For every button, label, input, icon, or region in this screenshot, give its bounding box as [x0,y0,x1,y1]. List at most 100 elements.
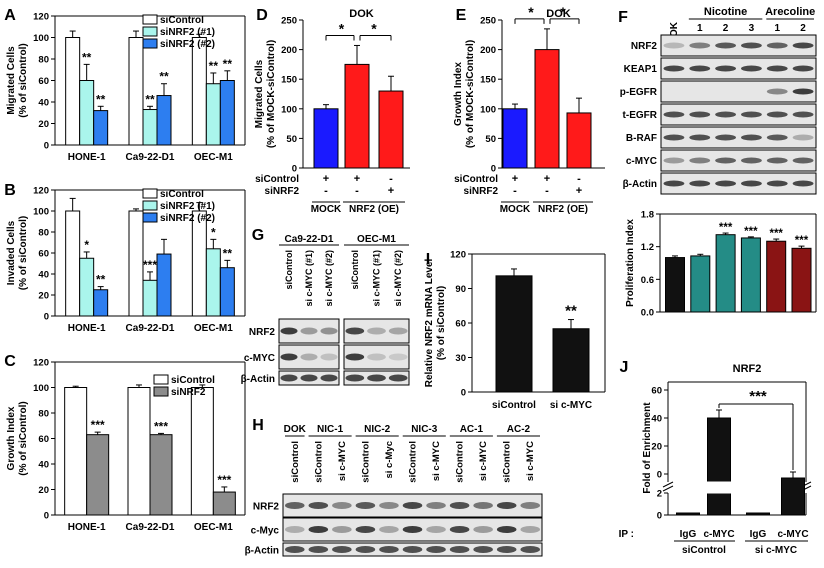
panel-F-significance: *** [744,226,758,238]
panel-F-ylabel: Proliferation Index [625,219,636,307]
blot-F-row-label: KEAP1 [624,64,658,75]
panel-B-tick-label: 80 [38,228,49,239]
panel-E-table-mark: - [513,185,517,197]
panel-B-bar [128,210,144,317]
panel-C-tick-label: 100 [33,383,49,394]
panel-D-title: DOK [349,8,374,20]
blot-F-row-label: t-EGFR [623,110,658,121]
blot-G-band [345,327,365,335]
blot-F-band [792,111,814,118]
blot-H-lane-label: siControl [360,441,371,483]
panel-B-tick-label: 100 [33,207,49,218]
panel-A-category-label: OEC-M1 [194,152,233,163]
panel-E-table-label: siControl [454,174,498,185]
panel-A-bar [65,37,81,146]
blot-F-row-label: c-MYC [626,156,657,167]
panel-E-bar [502,108,528,169]
panel-E-table-mark: + [544,173,550,185]
panel-A-significance: ** [223,57,233,71]
blot-H-lane-label: si c-Myc [384,441,395,479]
panel-E-significance: * [560,4,566,20]
blot-H-row-label: β-Actin [245,546,279,557]
blot-H-band [520,546,541,553]
blot-H-band [520,502,541,509]
blot-G-lane-label: si c-MYC (#1) [304,250,314,307]
blot-F-row [660,103,817,126]
blot-F-band [689,65,711,72]
blot-G-band [320,374,338,382]
panel-C-significance: *** [154,419,168,433]
blot-H-band [449,502,470,509]
blot-F-lane-label: 1 [697,23,703,34]
blot-G-band [300,327,318,335]
blot-G-cell-line-label: OEC-M1 [357,234,396,245]
panel-B-bar [142,279,158,317]
panel-I-ylabel: Relative NRF2 mRNA Level [424,259,435,388]
panel-B-ylabel-sub: (% of siControl) [18,216,29,290]
panel-B-bar [79,257,95,317]
panel-A-legend-swatch [142,38,158,49]
blot-H-letter: H [252,417,264,434]
panel-F-tick-label: 0.0 [641,308,654,319]
panel-A-significance: ** [159,70,169,84]
blot-G-band [367,327,386,335]
blot-F-band [766,65,788,72]
blot-G-lane-label: si c-MYC (#2) [324,250,334,307]
blot-H-band [355,546,376,553]
panel-B-legend-swatch [142,188,158,199]
blot-H-band [449,546,470,553]
panel-E-title: DOK [546,8,571,20]
blot-G-lane-label: si c-MYC (#2) [393,250,403,307]
blot-G-band [388,327,408,335]
panel-D-tick-label: 100 [281,104,297,115]
panel-B-category-label: Ca9-22-D1 [126,323,175,334]
panel-C-tick-label: 40 [38,460,49,471]
panel-A-significance: ** [82,50,92,64]
blot-H-band [496,546,517,553]
panel-C-category-label: Ca9-22-D1 [126,522,175,533]
blot-F-lane-label: 2 [723,23,729,34]
panel-J-ip-lane-label: c-MYC [777,529,808,540]
panel-B-legend-swatch [142,212,158,223]
blot-G-band [280,353,298,361]
panel-A-bar [156,95,172,146]
panel-B-ylabel: Invaded Cells [6,220,17,285]
panel-B-tick-label: 60 [38,249,49,260]
blot-H-lane-label: si c-MYC [337,441,348,481]
panel-J-group-label: siControl [682,545,726,556]
panel-A-legend-swatch [142,14,158,25]
panel-D-group-label: NRF2 (OE) [349,204,399,215]
panel-A-legend-swatch [142,26,158,37]
panel-F-significance: *** [719,222,733,234]
blot-H-band [355,526,376,533]
panel-E-tick-label: 0 [491,164,496,175]
panel-D-tick-label: 150 [281,75,297,86]
panel-A-significance: ** [96,92,106,106]
blot-G-lane-label: siControl [284,250,294,290]
panel-E-tick-label: 250 [480,16,496,27]
blot-H-band [496,502,517,509]
panel-J-ip-lane-label: c-MYC [703,529,734,540]
blot-H-band [496,526,517,533]
blot-F-row [660,126,817,149]
panel-F-tick-label: 1.2 [641,242,654,253]
panel-J-significance: *** [749,388,767,405]
blot-F-band [766,134,788,141]
blot-G-band [367,353,386,361]
panel-C-bar [212,491,236,516]
panel-E-significance: * [528,4,534,20]
blot-G-band [280,374,298,382]
panel-B-legend-label: siNRF2 (#1) [160,201,215,212]
panel-J-letter: J [620,359,629,376]
blot-H-band [285,502,305,509]
blot-F-band [715,180,736,187]
panel-I-category-label: si c-MYC [550,400,592,411]
panel-C-legend-swatch [153,386,169,397]
blot-G-band [388,374,408,382]
panel-E-tick-label: 100 [480,104,496,115]
blot-G-lane-label: si c-MYC (#1) [372,250,382,307]
blot-H-lane-label: siControl [290,441,301,483]
panel-J-ip-lane-label: IgG [680,529,697,540]
panel-I-ylabel-sub: (% of siControl) [436,286,447,360]
panel-A-tick-label: 60 [38,76,49,87]
